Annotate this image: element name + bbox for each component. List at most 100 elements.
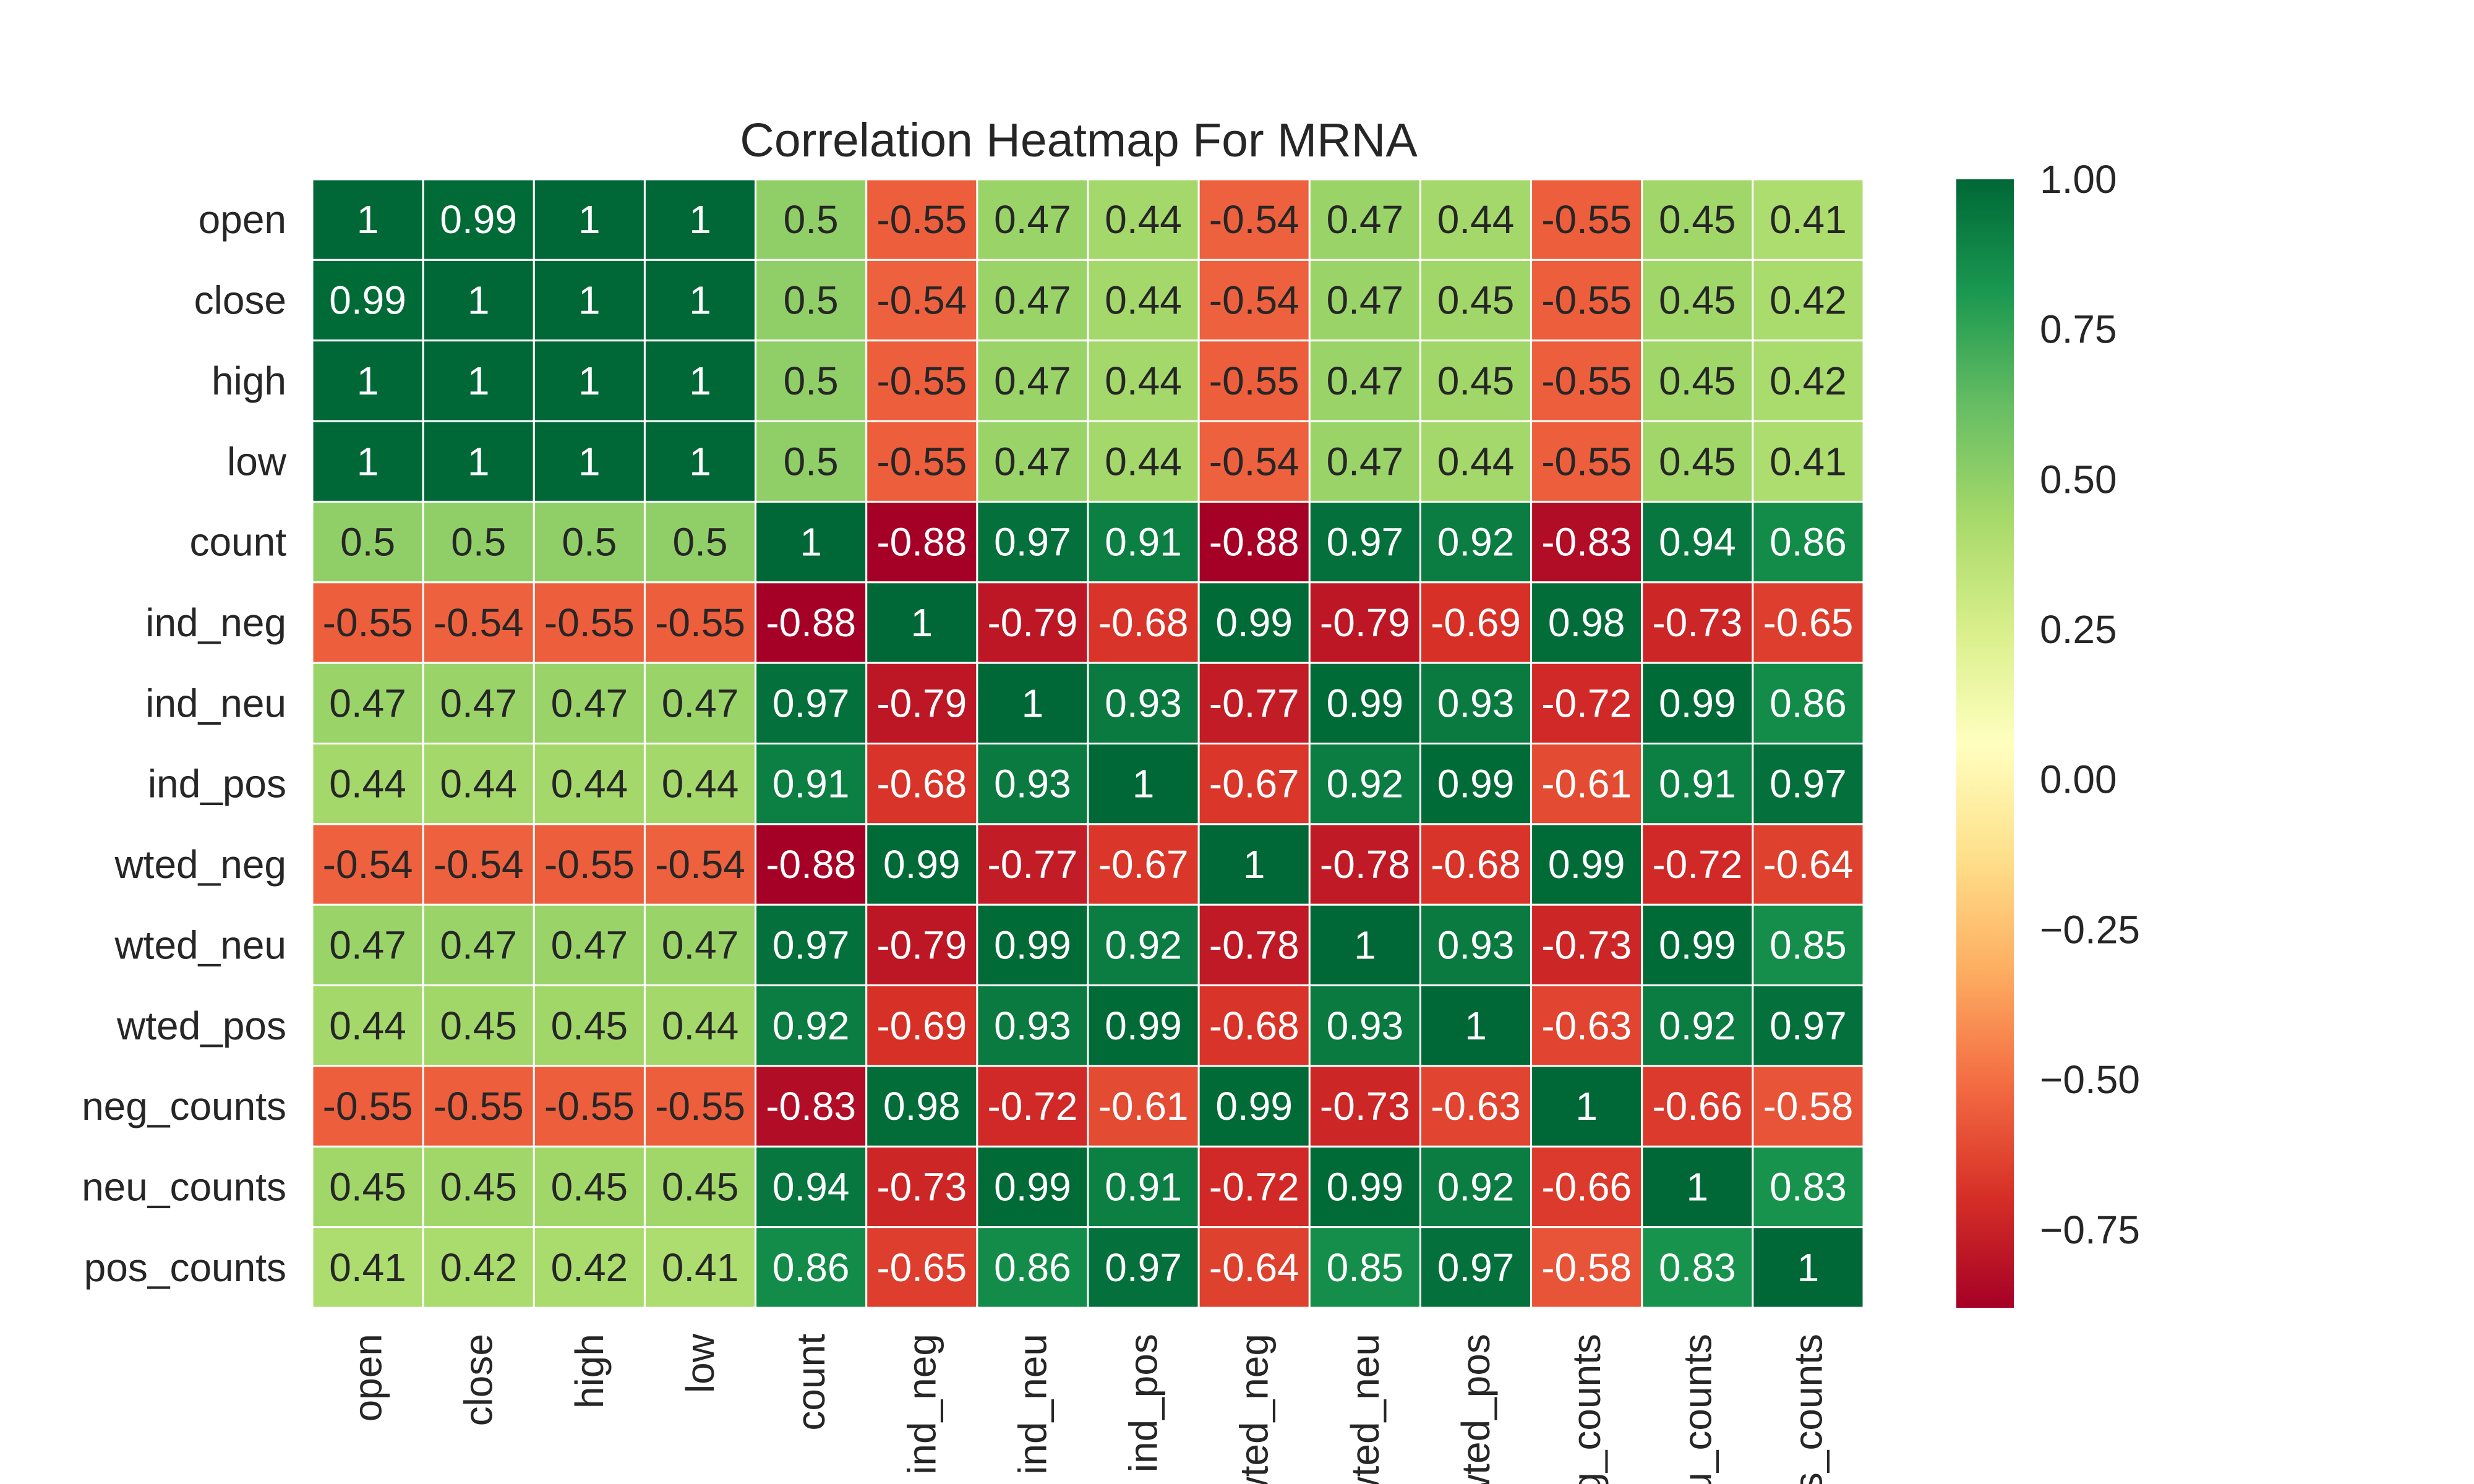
heatmap-cell: [1419, 500, 1533, 584]
heatmap-cell: [976, 420, 1089, 503]
cell-value-label: 0.97: [994, 520, 1071, 565]
cell-value-label: 1: [800, 520, 822, 565]
heatmap-cell: [1308, 823, 1421, 906]
cell-value-label: 1: [689, 197, 711, 242]
heatmap-cell: [1641, 1145, 1754, 1229]
heatmap-cell: [865, 903, 978, 987]
cell-value-label: 0.99: [1215, 600, 1293, 645]
heatmap-cell: [1530, 581, 1643, 664]
heatmap-cell: [1752, 1065, 1865, 1148]
cell-value-label: 1: [1132, 762, 1155, 806]
cell-value-label: 0.47: [551, 681, 628, 725]
row-tick-label: high: [212, 359, 286, 403]
cell-value-label: -0.72: [1652, 842, 1742, 887]
cell-value-label: -0.78: [1320, 842, 1410, 887]
cell-value-label: 0.5: [784, 439, 839, 484]
heatmap-cell: [1087, 178, 1200, 261]
cell-value-label: -0.83: [766, 1084, 856, 1128]
heatmap-cell: [1197, 743, 1311, 825]
cell-value-label: -0.67: [1098, 842, 1189, 887]
heatmap-cell: [1530, 339, 1643, 422]
row-labels: open close high low count ind_neg ind_neu ind_p…: [82, 197, 287, 1290]
heatmap-cell: [976, 662, 1089, 744]
cell-value-label: 0.47: [662, 681, 739, 725]
cell-value-label: -0.58: [1763, 1084, 1853, 1128]
cell-value-label: -0.55: [544, 600, 635, 645]
cell-value-label: -0.73: [1541, 923, 1632, 967]
cell-value-label: -0.88: [1209, 520, 1299, 565]
cell-value-label: -0.88: [766, 842, 856, 887]
cell-value-label: -0.79: [876, 923, 967, 967]
heatmap-cell: [755, 258, 868, 342]
cell-value-label: -0.54: [1209, 278, 1299, 323]
heatmap-cell: [643, 743, 757, 825]
cell-value-label: 0.91: [1659, 762, 1736, 806]
column-tick-label: close: [456, 1334, 501, 1426]
heatmap-cell: [533, 258, 646, 342]
cell-value-label: 1: [689, 278, 711, 323]
cell-value-label: -0.58: [1541, 1245, 1632, 1290]
cell-value-label: 0.47: [551, 923, 628, 967]
colorbar-gradient: [1956, 179, 2014, 1308]
cell-value-label: -0.78: [1209, 923, 1299, 967]
cell-value-label: -0.66: [1541, 1164, 1632, 1209]
row-tick-label: close: [194, 278, 286, 323]
cell-value-label: 0.44: [329, 762, 406, 806]
cell-value-label: 0.44: [1105, 439, 1182, 484]
heatmap-cell: [976, 1226, 1089, 1309]
cell-value-label: 0.47: [994, 278, 1071, 323]
heatmap-cell: [976, 743, 1089, 825]
cell-value-label: 1: [689, 359, 711, 403]
cell-value-label: -0.63: [1541, 1004, 1632, 1048]
heatmap-cell: [865, 581, 978, 664]
column-tick-label: ind_pos: [1121, 1334, 1166, 1472]
cell-value-label: -0.73: [1652, 600, 1742, 645]
cell-value-label: 0.5: [784, 359, 839, 403]
cell-value-label: -0.83: [1541, 520, 1632, 565]
cell-value-label: 0.47: [1327, 197, 1404, 242]
heatmap-cell: [755, 662, 868, 744]
heatmap-cell: [533, 1065, 646, 1148]
column-labels: open close high low count ind_neg ind_neu ind_p…: [346, 1333, 1831, 1484]
cell-value-label: 0.93: [1327, 1004, 1404, 1048]
cell-value-label: -0.68: [1209, 1004, 1299, 1048]
heatmap-cell: [1641, 1226, 1754, 1309]
cell-value-label: -0.55: [544, 1084, 635, 1128]
heatmap-cell: [1530, 420, 1643, 503]
heatmap-cell: [1197, 1065, 1311, 1148]
heatmap-cell: [311, 1226, 424, 1309]
column-tick-label: pos_counts: [1786, 1334, 1830, 1484]
cell-value-label: 0.97: [773, 923, 850, 967]
cell-value-label: -0.77: [1209, 681, 1299, 725]
colorbar-tick-label: −0.50: [2040, 1057, 2140, 1102]
cell-value-label: -0.65: [876, 1245, 967, 1290]
cell-value-label: 1: [578, 278, 601, 323]
heatmap-cell: [533, 903, 646, 987]
cell-value-label: 1: [357, 359, 379, 403]
heatmap-cells: 1 0.99 1 1 0.5 -0.55 0.47 0.44 -0.54 0.47 0.44 -0.5…: [311, 178, 1865, 1309]
heatmap-cell: [1419, 1145, 1533, 1229]
heatmap-cell: [976, 258, 1089, 342]
cell-value-label: -0.55: [1541, 359, 1632, 403]
heatmap-cell: [1752, 984, 1865, 1067]
heatmap-cell: [865, 1226, 978, 1309]
heatmap-cell: [1197, 1145, 1311, 1229]
cell-value-label: 0.93: [1437, 923, 1515, 967]
column-tick-label: open: [346, 1334, 390, 1422]
cell-value-label: 1: [357, 197, 379, 242]
heatmap-cell: [755, 500, 868, 584]
cell-value-label: 0.45: [1659, 197, 1736, 242]
cell-value-label: 0.44: [1105, 359, 1182, 403]
colorbar-tick-label: −0.75: [2040, 1208, 2140, 1252]
cell-value-label: 0.91: [773, 762, 850, 806]
heatmap-cell: [755, 581, 868, 664]
cell-value-label: 0.45: [1437, 359, 1515, 403]
cell-value-label: -0.72: [1209, 1164, 1299, 1209]
heatmap-cell: [1087, 1145, 1200, 1229]
cell-value-label: 0.99: [1215, 1084, 1293, 1128]
cell-value-label: 0.92: [1327, 762, 1404, 806]
column-tick-label: count: [789, 1334, 833, 1431]
row-tick-label: ind_pos: [148, 762, 286, 806]
heatmap-cell: [1530, 1065, 1643, 1148]
heatmap-cell: [1752, 662, 1865, 744]
